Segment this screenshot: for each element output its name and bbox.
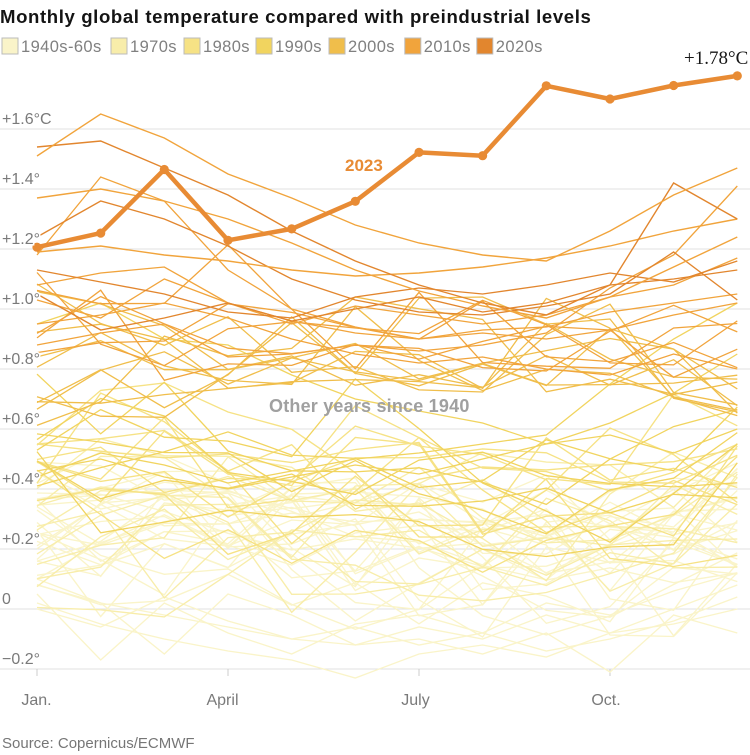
svg-text:Other years since 1940: Other years since 1940 (269, 396, 470, 416)
svg-text:+1.78°C: +1.78°C (684, 48, 748, 69)
svg-text:Oct.: Oct. (591, 692, 620, 709)
svg-text:0: 0 (2, 591, 11, 608)
svg-text:1980s: 1980s (203, 38, 250, 56)
svg-text:2023: 2023 (345, 156, 383, 175)
svg-text:2000s: 2000s (348, 38, 395, 56)
svg-text:+0.2°: +0.2° (2, 531, 40, 548)
svg-text:+1.4°: +1.4° (2, 171, 40, 188)
svg-text:+0.6°: +0.6° (2, 411, 40, 428)
svg-text:+1.6°C: +1.6°C (2, 111, 52, 128)
svg-text:Jan.: Jan. (21, 692, 51, 709)
svg-text:2020s: 2020s (496, 38, 543, 56)
svg-text:July: July (401, 692, 429, 709)
svg-text:April: April (206, 692, 238, 709)
svg-text:Source: Copernicus/ECMWF: Source: Copernicus/ECMWF (2, 735, 195, 752)
svg-text:Monthly global temperature com: Monthly global temperature compared with… (0, 6, 591, 27)
svg-text:1970s: 1970s (130, 38, 177, 56)
svg-text:+1.0°: +1.0° (2, 291, 40, 308)
svg-text:2010s: 2010s (424, 38, 471, 56)
svg-text:+1.2°: +1.2° (2, 231, 40, 248)
svg-text:−0.2°: −0.2° (2, 651, 40, 668)
svg-text:1990s: 1990s (275, 38, 322, 56)
svg-text:+0.8°: +0.8° (2, 351, 40, 368)
svg-text:1940s-60s: 1940s-60s (21, 38, 102, 56)
svg-text:+0.4°: +0.4° (2, 471, 40, 488)
